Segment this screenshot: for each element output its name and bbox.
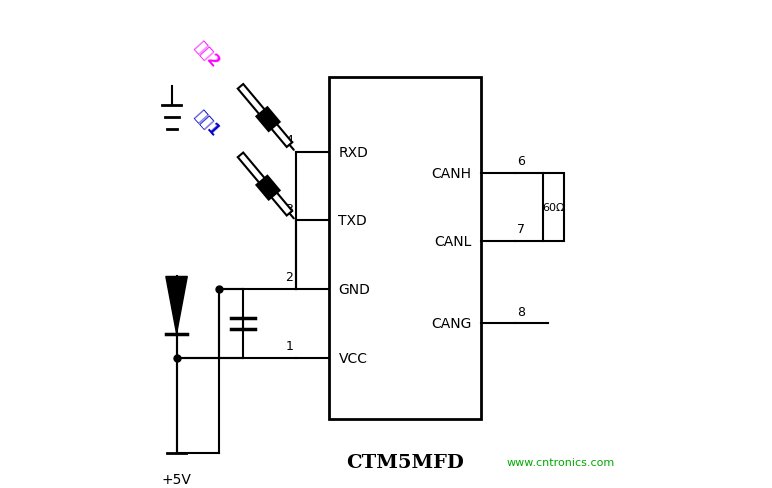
Text: GND: GND (338, 283, 371, 296)
Text: RXD: RXD (338, 145, 368, 160)
Text: 4: 4 (286, 134, 293, 147)
Text: 探夶1: 探夶1 (192, 106, 222, 138)
Text: CANG: CANG (432, 317, 472, 331)
Text: 8: 8 (517, 305, 525, 318)
Text: 1: 1 (286, 339, 293, 352)
Text: +5V: +5V (161, 471, 191, 486)
Text: 6: 6 (517, 155, 525, 167)
Polygon shape (256, 108, 279, 132)
Polygon shape (238, 153, 292, 216)
Text: 7: 7 (517, 223, 525, 236)
Text: 3: 3 (286, 203, 293, 215)
Text: www.cntronics.com: www.cntronics.com (506, 457, 615, 467)
Text: CANL: CANL (435, 235, 472, 248)
Text: 2: 2 (286, 271, 293, 284)
Text: CANH: CANH (432, 166, 472, 180)
Text: 60Ω: 60Ω (543, 203, 565, 212)
Bar (329, 78, 481, 419)
Text: TXD: TXD (338, 214, 367, 228)
Polygon shape (166, 277, 188, 334)
Bar (543, 173, 564, 242)
Polygon shape (238, 85, 292, 148)
Text: CTM5MFD: CTM5MFD (346, 453, 464, 470)
Text: VCC: VCC (338, 351, 367, 365)
Polygon shape (256, 177, 279, 200)
Text: 探夶2: 探夶2 (192, 38, 222, 70)
